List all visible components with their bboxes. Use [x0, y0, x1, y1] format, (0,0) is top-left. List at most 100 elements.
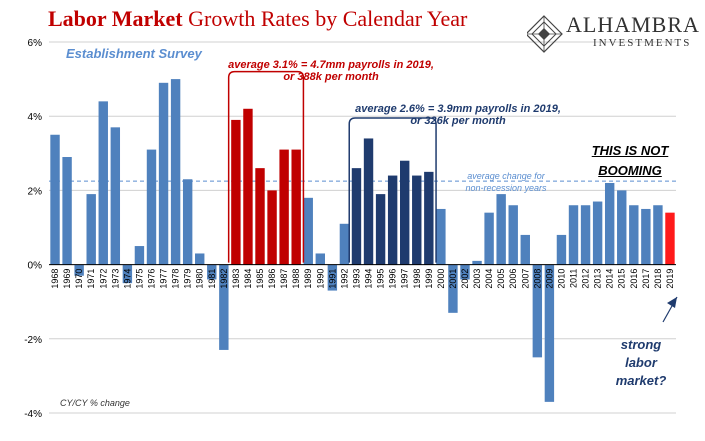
bar-1997: [399, 160, 410, 265]
x-tick-label: 1995: [376, 269, 386, 289]
bar-1996: [387, 175, 398, 265]
annotation-navy-line2: or 326k per month: [410, 115, 506, 127]
x-tick-label: 2006: [508, 269, 518, 289]
bar-1987: [279, 149, 289, 265]
bars: [50, 79, 675, 402]
x-tick-label: 1974: [122, 269, 132, 289]
x-tick-label: 2019: [665, 269, 675, 289]
x-tick-label: 2004: [484, 269, 494, 289]
logo-name: ALHAMBRA: [566, 12, 700, 37]
bar-1986: [267, 190, 277, 265]
bar-1976: [146, 149, 157, 265]
x-tick-label: 2002: [460, 269, 470, 289]
annotation-red-line1: average 3.1% = 4.7mm payrolls in 2019,: [228, 59, 434, 71]
title-bold: Labor Market: [48, 6, 183, 31]
bar-1978: [170, 79, 181, 265]
bar-1994: [363, 138, 374, 265]
bar-1983: [231, 119, 241, 265]
annotation-strong: strong labor market?: [596, 336, 686, 390]
bar-1992: [339, 223, 350, 265]
bar-2012: [580, 205, 591, 265]
x-tick-label: 1997: [400, 269, 410, 289]
footnote: CY/CY % change: [60, 398, 130, 408]
x-tick-label: 2010: [556, 269, 566, 289]
y-tick-label: 2%: [28, 186, 43, 197]
x-tick-label: 1985: [255, 269, 265, 289]
chart-subtitle: Establishment Survey: [66, 46, 202, 61]
annotation-red: average 3.1% = 4.7mm payrolls in 2019, o…: [226, 59, 436, 83]
x-tick-label: 1976: [146, 269, 156, 289]
bar-1972: [98, 101, 108, 265]
x-tick-label: 2005: [496, 269, 506, 289]
logo-diamond-icon: [527, 15, 563, 53]
bar-2018: [653, 205, 663, 265]
x-tick-label: 2011: [569, 269, 579, 288]
bar-1989: [303, 197, 313, 265]
x-tick-label: 1978: [171, 269, 181, 289]
x-tick-label: 1977: [159, 269, 169, 289]
annotation-boom-line1: THIS IS NOT: [591, 143, 669, 158]
x-tick-label: 1986: [267, 269, 277, 289]
x-tick-label: 2007: [520, 269, 530, 289]
alhambra-logo: [527, 15, 563, 53]
x-tick-label: 2008: [532, 269, 542, 289]
bar-2004: [484, 212, 494, 265]
x-axis-ticks: 1968 1969 1970 1971 1972 1973 1974 1975 1976 1977…: [50, 269, 675, 289]
x-tick-label: 1979: [183, 269, 193, 289]
x-tick-label: 1999: [424, 269, 434, 289]
x-tick-label: 2000: [436, 269, 446, 289]
bar-2010: [556, 234, 567, 265]
x-tick-label: 1969: [62, 269, 72, 289]
x-tick-label: 1989: [303, 269, 313, 289]
y-tick-label: -4%: [24, 409, 42, 420]
x-tick-label: 1998: [412, 269, 422, 289]
annotation-navy: average 2.6% = 3.9mm payrolls in 2019, o…: [348, 103, 568, 127]
y-tick-label: 6%: [28, 38, 43, 49]
x-tick-label: 1983: [231, 269, 241, 289]
x-tick-label: 1990: [315, 269, 325, 289]
y-tick-label: 0%: [28, 261, 43, 272]
annotation-red-line2: or 388k per month: [283, 71, 379, 83]
bar-2000: [436, 208, 446, 265]
x-tick-label: 2015: [617, 269, 627, 289]
bar-2003: [472, 260, 482, 265]
x-tick-label: 1981: [207, 269, 217, 289]
bracket-navy: [348, 117, 437, 263]
x-tick-label: 1987: [279, 269, 289, 289]
x-tick-label: 2016: [629, 269, 639, 289]
page-title: Labor Market Growth Rates by Calendar Ye…: [48, 6, 467, 32]
x-tick-label: 2009: [544, 269, 554, 289]
bar-2013: [592, 201, 603, 265]
annotation-not-booming: THIS IS NOT BOOMING: [585, 141, 675, 181]
x-tick-label: 1993: [351, 269, 361, 289]
bar-1969: [62, 157, 72, 265]
bar-2006: [508, 205, 518, 265]
x-tick-label: 2003: [472, 269, 482, 289]
x-tick-label: 1980: [195, 269, 205, 289]
x-tick-label: 1991: [327, 269, 337, 289]
x-tick-label: 2018: [653, 269, 663, 289]
bar-1971: [86, 194, 96, 265]
bar-2005: [496, 194, 506, 265]
annotation-navy-line1: average 2.6% = 3.9mm payrolls in 2019,: [355, 103, 561, 115]
bar-1979: [182, 179, 193, 265]
bar-2007: [520, 234, 530, 265]
bar-1998: [412, 175, 422, 265]
bar-1991: [327, 264, 338, 291]
x-tick-label: 1984: [243, 269, 253, 289]
annotation-average-line1: average change for: [467, 171, 545, 181]
bracket-red: [227, 70, 305, 263]
bar-2008: [532, 264, 543, 358]
bar-1984: [243, 108, 253, 265]
bar-1999: [424, 171, 434, 265]
title-rest: Growth Rates by Calendar Year: [182, 6, 468, 31]
x-tick-label: 2001: [448, 269, 458, 289]
annotation-strong-line3: market?: [615, 373, 667, 388]
x-tick-label: 1982: [219, 269, 229, 289]
bar-1970: [74, 264, 84, 276]
bar-2019: [665, 212, 675, 265]
y-tick-label: -2%: [24, 335, 42, 346]
bar-1977: [158, 82, 169, 265]
annotation-strong-line1: strong: [620, 337, 662, 352]
